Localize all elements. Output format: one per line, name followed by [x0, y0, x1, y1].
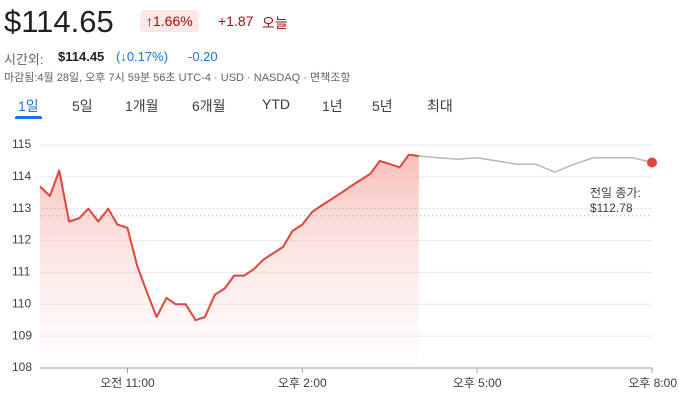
y-tick-label: 113 — [12, 201, 31, 215]
range-tab[interactable]: 5일 — [72, 98, 93, 114]
area-fill — [40, 154, 419, 368]
previous-close-label: $112.78 — [590, 201, 633, 215]
x-tick-label: 오전 11:00 — [100, 376, 155, 390]
x-tick-label: 오후 5:00 — [453, 376, 502, 390]
price: $114.65 — [4, 4, 114, 39]
y-tick-label: 114 — [12, 169, 31, 183]
tab-indicator — [15, 116, 42, 119]
price-line — [39, 153, 420, 322]
y-tick-label: 109 — [12, 328, 32, 342]
y-tick-label: 111 — [12, 265, 31, 279]
range-tabs: 1일 5일 1개월 6개월 YTD 1년 5년 최대 — [0, 96, 679, 120]
y-tick-label: 110 — [12, 296, 31, 310]
range-tab[interactable]: 1일 — [18, 98, 39, 114]
x-tick-label: 오후 8:00 — [628, 376, 677, 390]
x-tick-label: 오후 2:00 — [278, 376, 327, 390]
range-tab[interactable]: 6개월 — [192, 98, 226, 114]
y-tick-label: 112 — [12, 233, 31, 247]
y-tick-label: 115 — [12, 137, 31, 151]
range-tab[interactable]: YTD — [262, 96, 290, 112]
after-hours-pct: (↓0.17%) — [116, 49, 169, 64]
after-hours-label: 시간외: — [4, 52, 44, 67]
range-tab[interactable]: 1년 — [322, 98, 343, 114]
period: 오늘 — [262, 15, 288, 31]
after-hours-price: $114.45 — [58, 49, 105, 64]
range-tab[interactable]: 5년 — [372, 98, 393, 114]
after-hours-change: -0.20 — [188, 49, 218, 64]
change-badge: ↑1.66% — [140, 10, 199, 32]
previous-close-title: 전일 종가: — [590, 186, 641, 200]
range-tab[interactable]: 최대 — [427, 98, 453, 114]
range-tab[interactable]: 1개월 — [125, 98, 159, 114]
price-line — [418, 155, 653, 173]
status: 마감됨:4월 28일, 오후 7시 59분 56초 UTC-4 · USD · … — [4, 72, 351, 84]
last-price-dot — [647, 157, 657, 168]
change-abs: +1.87 — [218, 13, 254, 29]
y-tick-label: 108 — [12, 360, 32, 374]
